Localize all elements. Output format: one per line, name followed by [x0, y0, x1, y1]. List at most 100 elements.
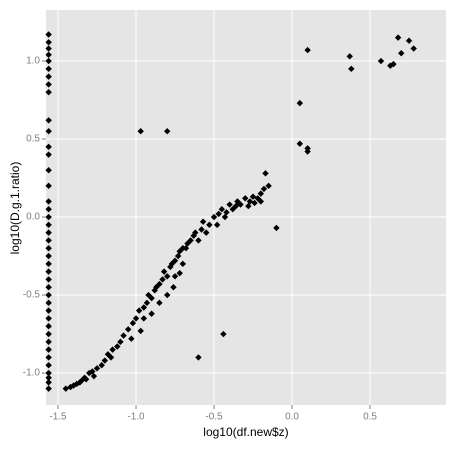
point: [90, 372, 98, 380]
point: [226, 201, 233, 208]
point: [304, 148, 311, 155]
point: [220, 330, 227, 338]
point: [273, 224, 280, 232]
point: [229, 206, 236, 213]
point: [45, 81, 52, 88]
point: [45, 315, 52, 322]
point: [45, 65, 52, 73]
point: [218, 206, 226, 213]
point: [171, 257, 179, 264]
point: [390, 60, 397, 68]
point: [405, 37, 413, 44]
point: [143, 299, 151, 307]
point: [148, 310, 155, 317]
point: [128, 335, 135, 342]
point: [93, 365, 101, 372]
point: [195, 237, 202, 244]
axes: -1.5 -1.0 -0.5 0.0 0.5 -1.0 -0.5 0.0 0.5 1.0: [23, 56, 378, 423]
point: [45, 39, 52, 46]
y-tick-label: 1.0: [26, 56, 40, 67]
point: [159, 276, 166, 283]
point: [215, 210, 222, 218]
x-tick-label: -1.0: [127, 412, 145, 423]
point: [164, 128, 171, 135]
point: [45, 307, 52, 314]
point: [45, 338, 52, 346]
point: [45, 167, 52, 174]
panel: [46, 10, 446, 405]
point: [176, 248, 183, 255]
point: [45, 385, 52, 392]
point: [195, 354, 202, 361]
point: [45, 299, 52, 307]
point: [213, 221, 221, 229]
point: [348, 65, 355, 73]
point: [192, 229, 199, 236]
point: [410, 45, 417, 52]
points: [45, 31, 417, 392]
y-tick-label: -0.5: [23, 290, 41, 301]
point: [45, 221, 52, 229]
point: [45, 260, 52, 268]
point: [135, 307, 143, 314]
point: [377, 57, 385, 65]
point: [260, 185, 268, 193]
point: [398, 50, 405, 57]
x-axis-title: log10(df.new$z): [203, 425, 288, 439]
point: [45, 229, 52, 236]
point: [206, 221, 213, 229]
point: [45, 57, 52, 65]
point: [140, 304, 148, 311]
point: [45, 31, 52, 38]
point: [168, 260, 176, 268]
point: [251, 199, 258, 207]
point: [45, 182, 52, 190]
point: [45, 51, 52, 58]
point: [182, 245, 190, 252]
point: [129, 319, 137, 327]
x-tick-label: -1.5: [49, 412, 67, 423]
point: [45, 128, 52, 135]
point: [156, 280, 163, 288]
point: [45, 151, 52, 158]
point: [45, 237, 52, 244]
point: [82, 376, 90, 383]
point: [45, 89, 52, 96]
y-axis-title: log10(D.g.1.ratio): [8, 162, 22, 255]
point: [137, 128, 144, 135]
point: [210, 213, 218, 221]
point: [45, 198, 52, 205]
point: [107, 354, 115, 361]
point: [45, 369, 52, 377]
point: [304, 46, 311, 54]
point: [179, 260, 187, 268]
x-tick-label: 0.5: [363, 412, 377, 423]
point: [265, 182, 272, 190]
point: [45, 117, 52, 124]
point: [187, 237, 194, 244]
point: [199, 218, 207, 225]
point: [257, 190, 265, 197]
point: [394, 34, 402, 41]
y-tick-label: -1.0: [23, 368, 41, 379]
point: [237, 201, 244, 208]
y-tick-label: 0.0: [26, 212, 40, 223]
point: [120, 332, 127, 339]
point: [45, 354, 52, 361]
point: [170, 284, 177, 291]
point: [137, 327, 144, 335]
point: [45, 252, 52, 260]
point: [164, 291, 171, 299]
point: [257, 198, 265, 205]
point: [109, 346, 116, 353]
point: [296, 99, 304, 107]
y-tick-label: 0.5: [26, 134, 40, 145]
point: [223, 209, 230, 216]
point: [78, 377, 85, 385]
point: [45, 73, 52, 80]
point: [242, 195, 249, 202]
point: [132, 315, 140, 322]
point: [45, 268, 52, 275]
